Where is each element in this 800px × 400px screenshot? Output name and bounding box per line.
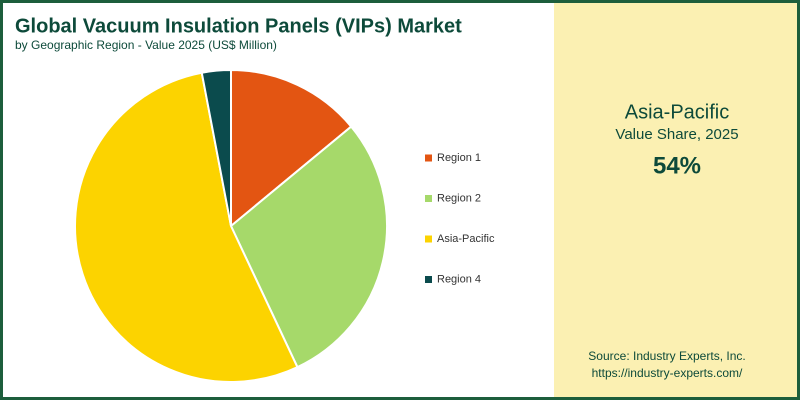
legend-label: Region 2 [437,192,481,204]
legend-swatch [425,195,432,202]
source-url: https://industry-experts.com/ [592,366,743,380]
legend-swatch [425,235,432,243]
chart-title: Global Vacuum Insulation Panels (VIPs) M… [15,15,462,37]
pie-slice [74,71,299,383]
legend-swatch [425,154,432,162]
pie-slice [230,68,353,229]
source: Source: Industry Experts, Inc. [588,349,745,363]
side-panel [554,3,797,397]
pie-slice [200,68,232,227]
chart: Global Vacuum Insulation Panels (VIPs) M… [15,15,746,383]
legend-label: Region 1 [437,152,481,164]
legend-label: Asia-Pacific [437,233,495,245]
panel-region: Asia-Pacific [625,101,729,123]
legend-swatch [425,276,432,283]
panel-value: 54% [653,152,701,179]
panel-label: Value Share, 2025 [615,126,738,143]
legend-label: Region 4 [437,273,481,285]
chart-subtitle: by Geographic Region - Value 2025 (US$ M… [15,38,277,52]
